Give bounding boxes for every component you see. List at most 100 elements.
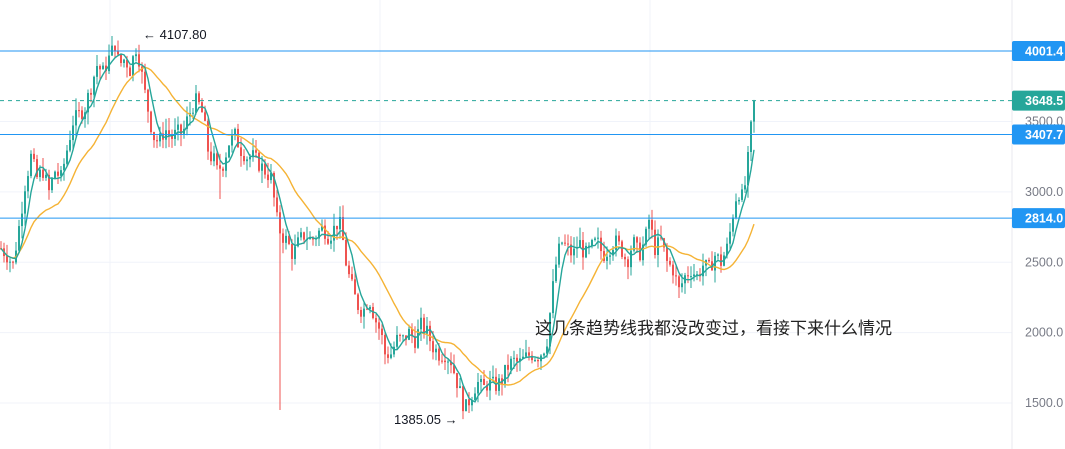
candle-body bbox=[51, 178, 53, 191]
candle-body bbox=[426, 325, 428, 334]
candles bbox=[0, 36, 755, 420]
candle-body bbox=[105, 65, 107, 72]
candle-body bbox=[486, 384, 488, 391]
price-tag-label: 2814.0 bbox=[1025, 212, 1063, 226]
candle-body bbox=[654, 229, 656, 255]
candle-body bbox=[42, 169, 44, 178]
candle-body bbox=[549, 313, 551, 347]
candle-body bbox=[546, 346, 548, 354]
candle-body bbox=[528, 352, 530, 356]
candle-body bbox=[645, 228, 647, 245]
candle-body bbox=[366, 308, 368, 310]
candle-body bbox=[459, 386, 461, 389]
candle-body bbox=[387, 354, 389, 358]
candle-body bbox=[339, 216, 341, 230]
candle-body bbox=[252, 150, 254, 157]
candle-body bbox=[138, 54, 140, 67]
candle-body bbox=[438, 348, 440, 361]
candle-body bbox=[447, 361, 449, 363]
candle-body bbox=[414, 336, 416, 348]
candle-body bbox=[18, 226, 20, 251]
candle-body bbox=[672, 264, 674, 276]
candle-body bbox=[369, 306, 371, 310]
candle-body bbox=[351, 274, 353, 280]
candle-body bbox=[504, 364, 506, 384]
candle-body bbox=[441, 360, 443, 362]
candle-body bbox=[738, 199, 740, 202]
candle-body bbox=[348, 265, 350, 275]
candle-body bbox=[585, 245, 587, 258]
candle-body bbox=[330, 240, 332, 244]
candle-body bbox=[24, 191, 26, 214]
candle-body bbox=[225, 157, 227, 171]
candle-body bbox=[117, 51, 119, 55]
candle-body bbox=[636, 237, 638, 243]
candle-body bbox=[594, 238, 596, 240]
y-tick-label: 2000.0 bbox=[1025, 326, 1063, 340]
candle-body bbox=[669, 260, 671, 265]
candle-body bbox=[234, 128, 236, 136]
candle-body bbox=[558, 243, 560, 265]
candle-body bbox=[231, 135, 233, 146]
candle-body bbox=[600, 237, 602, 252]
candle-body bbox=[483, 378, 485, 385]
candle-body bbox=[708, 259, 710, 262]
candle-body bbox=[99, 66, 101, 70]
y-tick-label: 1500.0 bbox=[1025, 396, 1063, 410]
candle-body bbox=[582, 240, 584, 258]
candle-body bbox=[468, 399, 470, 406]
candle-body bbox=[312, 238, 314, 240]
candle-body bbox=[543, 353, 545, 356]
candle-body bbox=[660, 237, 662, 239]
candle-body bbox=[552, 281, 554, 314]
candle-body bbox=[288, 235, 290, 245]
candle-body bbox=[153, 132, 155, 141]
candle-body bbox=[630, 250, 632, 268]
candle-body bbox=[429, 325, 431, 342]
candle-body bbox=[732, 217, 734, 232]
candle-body bbox=[126, 59, 128, 68]
candle-body bbox=[48, 174, 50, 191]
candle-body bbox=[150, 111, 152, 133]
candle-body bbox=[570, 244, 572, 256]
candle-body bbox=[318, 230, 320, 239]
candle-body bbox=[327, 238, 329, 244]
candle-body bbox=[606, 256, 608, 261]
candle-body bbox=[681, 283, 683, 288]
candle-body bbox=[336, 225, 338, 230]
candle-body bbox=[294, 246, 296, 259]
candle-body bbox=[717, 254, 719, 256]
price-tag-bg bbox=[1012, 90, 1065, 111]
candle-body bbox=[102, 65, 104, 70]
candle-body bbox=[693, 274, 695, 277]
candle-body bbox=[666, 247, 668, 261]
candle-body bbox=[354, 279, 356, 295]
candle-body bbox=[78, 110, 80, 112]
candle-body bbox=[177, 124, 179, 130]
candle-body bbox=[216, 153, 218, 166]
candle-body bbox=[642, 244, 644, 261]
candle-body bbox=[228, 145, 230, 158]
candle-body bbox=[510, 358, 512, 370]
candle-body bbox=[321, 225, 323, 231]
candle-body bbox=[474, 393, 476, 401]
candle-body bbox=[27, 176, 29, 192]
horizontal-lines bbox=[0, 50, 1012, 219]
candle-body bbox=[435, 348, 437, 353]
candle-body bbox=[597, 237, 599, 239]
candle-body bbox=[249, 156, 251, 160]
candle-body bbox=[93, 76, 95, 95]
candle-body bbox=[519, 358, 521, 362]
candle-body bbox=[729, 231, 731, 244]
candle-body bbox=[612, 249, 614, 256]
high-label: ← 4107.80 bbox=[143, 27, 207, 42]
candle-body bbox=[237, 128, 239, 148]
candle-body bbox=[492, 376, 494, 379]
candle-body bbox=[303, 232, 305, 240]
candle-body bbox=[390, 354, 392, 358]
moving-average-fast bbox=[0, 53, 755, 403]
candle-body bbox=[531, 355, 533, 361]
candle-body bbox=[564, 242, 566, 244]
candle-body bbox=[87, 92, 89, 113]
